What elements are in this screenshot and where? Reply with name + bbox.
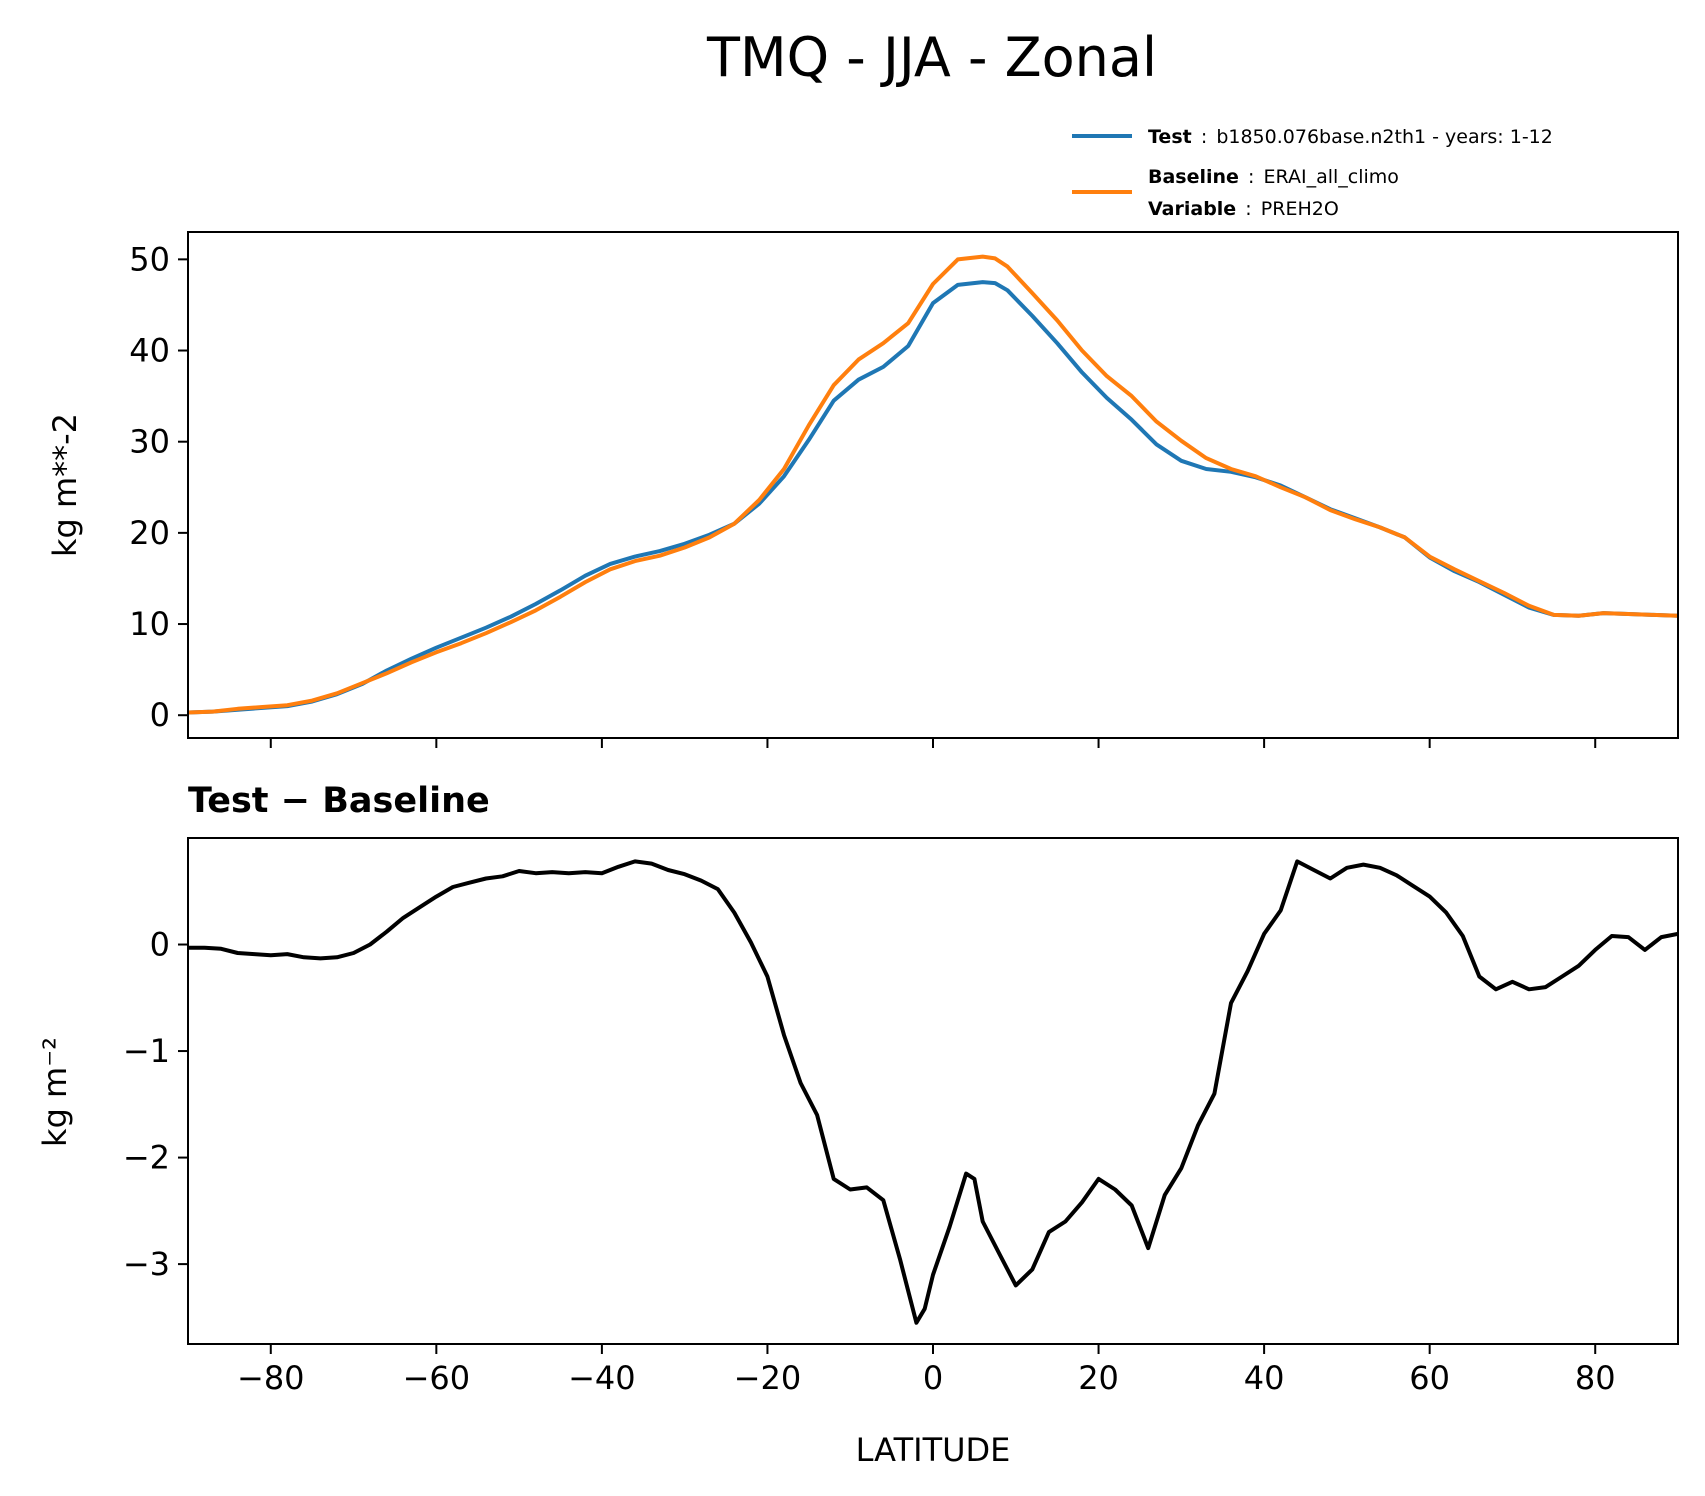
legend-test-value: b1850.076base.n2th1 - years: 1-12 xyxy=(1216,126,1553,148)
legend-baseline-text: Baseline : ERAI_all_climo xyxy=(1148,166,1399,188)
top-y-axis-label: kg m**-2 xyxy=(46,413,84,557)
legend-test-colon: : xyxy=(1201,126,1207,148)
top-y-tick-label: 10 xyxy=(129,605,170,643)
bottom-x-tick-label: 20 xyxy=(1078,1359,1119,1397)
bottom-series-group xyxy=(188,859,1678,1325)
top-axes-frame xyxy=(187,231,1679,739)
legend-baseline-colon: : xyxy=(1248,166,1254,188)
bottom-x-ticks: −80 −60 −40 −20 0 20 40 60 80 xyxy=(237,1344,1616,1397)
bottom-x-tick-label: −20 xyxy=(734,1359,802,1397)
legend-test-label: Test xyxy=(1148,126,1192,148)
bottom-x-tick-label: −80 xyxy=(237,1359,305,1397)
bottom-x-tick-label: −40 xyxy=(568,1359,636,1397)
legend-test-text: Test : b1850.076base.n2th1 - years: 1-12 xyxy=(1148,126,1553,148)
bottom-y-tick-label: 0 xyxy=(150,926,170,964)
bottom-y-tick-label: −1 xyxy=(123,1032,170,1070)
legend-variable-value: PREH2O xyxy=(1261,198,1339,220)
legend-variable-label: Variable xyxy=(1148,198,1236,220)
top-series-group xyxy=(188,254,1678,715)
bottom-series-line-test-baseline xyxy=(188,859,1678,1325)
legend-baseline-value: ERAI_all_climo xyxy=(1264,166,1399,188)
bottom-x-tick-label: −60 xyxy=(403,1359,471,1397)
top-x-ticks xyxy=(269,738,1597,748)
bottom-x-tick-label: 80 xyxy=(1575,1359,1616,1397)
top-y-tick-label: 30 xyxy=(129,423,170,461)
bottom-axes-frame xyxy=(187,837,1679,1345)
bottom-x-tick-label: 0 xyxy=(923,1359,943,1397)
legend-variable-text: Variable : PREH2O xyxy=(1148,198,1339,220)
legend-variable-colon: : xyxy=(1245,198,1251,220)
bottom-x-tick-label: 40 xyxy=(1244,1359,1285,1397)
top-panel: 0 10 20 30 40 50 kg m**-2 xyxy=(46,231,1679,748)
top-y-tick-label: 0 xyxy=(150,696,170,734)
bottom-y-tick-label: −3 xyxy=(123,1245,170,1283)
legend-baseline-label: Baseline xyxy=(1148,166,1239,188)
top-y-ticks: 0 10 20 30 40 50 xyxy=(129,240,188,734)
x-axis-label: LATITUDE xyxy=(856,1431,1011,1469)
top-y-tick-label: 20 xyxy=(129,514,170,552)
top-y-tick-label: 40 xyxy=(129,332,170,370)
bottom-panel-title: Test − Baseline xyxy=(188,781,490,821)
top-y-tick-label: 50 xyxy=(129,240,170,278)
bottom-panel: Test − Baseline 0 −1 −2 −3 −80 −60 −40 −20 0 20 4… xyxy=(36,781,1679,1469)
bottom-y-axis-label: kg m⁻² xyxy=(36,1037,74,1147)
figure-title: TMQ - JJA - Zonal xyxy=(706,26,1157,89)
bottom-x-tick-label: 60 xyxy=(1409,1359,1450,1397)
bottom-y-tick-label: −2 xyxy=(123,1139,170,1177)
bottom-y-ticks: 0 −1 −2 −3 xyxy=(123,926,188,1283)
top-series-line-baseline xyxy=(188,254,1678,715)
legend: Test : b1850.076base.n2th1 - years: 1-12… xyxy=(1072,126,1553,220)
